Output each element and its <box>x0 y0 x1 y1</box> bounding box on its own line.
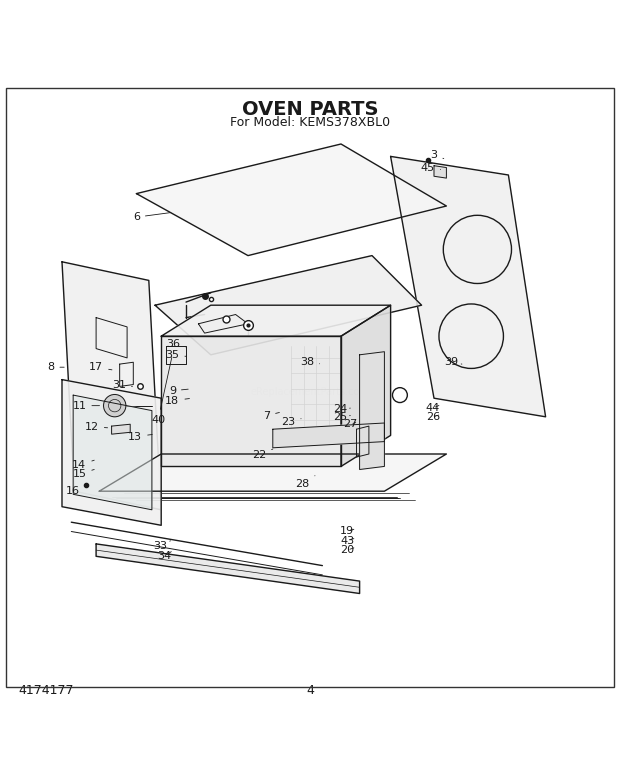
Text: 19: 19 <box>340 527 354 536</box>
Text: 25: 25 <box>333 412 350 422</box>
Text: 31: 31 <box>112 379 133 390</box>
Text: 24: 24 <box>333 405 350 415</box>
Text: 9: 9 <box>169 386 188 396</box>
Text: 18: 18 <box>166 396 190 405</box>
Text: 6: 6 <box>133 212 171 222</box>
Text: eReplacementParts.com: eReplacementParts.com <box>250 387 370 397</box>
Polygon shape <box>161 336 341 466</box>
Text: 40: 40 <box>151 358 172 425</box>
Polygon shape <box>96 544 360 593</box>
Text: OVEN PARTS: OVEN PARTS <box>242 100 378 119</box>
Text: 8: 8 <box>47 362 64 372</box>
Polygon shape <box>62 379 161 525</box>
Text: 38: 38 <box>300 358 320 367</box>
Polygon shape <box>73 395 152 510</box>
Polygon shape <box>99 454 446 492</box>
Text: 16: 16 <box>66 486 86 496</box>
Text: 4: 4 <box>306 684 314 697</box>
Text: 11: 11 <box>73 401 100 411</box>
Text: 17: 17 <box>89 362 112 372</box>
Text: 7: 7 <box>263 411 280 420</box>
Text: 36: 36 <box>167 339 187 349</box>
Polygon shape <box>341 305 391 466</box>
Text: 3: 3 <box>430 151 444 160</box>
Text: 26: 26 <box>426 412 440 422</box>
Polygon shape <box>136 144 446 256</box>
Text: 4174177: 4174177 <box>19 684 74 697</box>
Text: 33: 33 <box>153 541 170 550</box>
Text: 14: 14 <box>73 460 94 470</box>
Polygon shape <box>155 256 422 355</box>
Text: 22: 22 <box>252 449 273 460</box>
Text: 23: 23 <box>281 417 301 426</box>
Text: 39: 39 <box>445 358 462 367</box>
Polygon shape <box>434 165 446 178</box>
Circle shape <box>396 390 404 399</box>
Text: 45: 45 <box>421 162 441 172</box>
Text: 44: 44 <box>426 403 440 413</box>
Polygon shape <box>161 305 391 336</box>
Polygon shape <box>360 352 384 470</box>
Text: For Model: KEMS378XBL0: For Model: KEMS378XBL0 <box>230 116 390 129</box>
Text: 20: 20 <box>340 545 354 555</box>
Text: 28: 28 <box>296 476 315 488</box>
Polygon shape <box>62 262 161 510</box>
Text: 43: 43 <box>340 535 354 546</box>
Text: 35: 35 <box>166 350 187 360</box>
Polygon shape <box>112 424 130 434</box>
Text: 13: 13 <box>128 432 153 441</box>
Text: 15: 15 <box>73 469 94 479</box>
Text: 27: 27 <box>343 419 357 430</box>
Polygon shape <box>391 156 546 417</box>
Text: 12: 12 <box>85 422 108 432</box>
Polygon shape <box>198 314 248 333</box>
Text: 34: 34 <box>157 551 171 561</box>
Circle shape <box>104 394 126 417</box>
Polygon shape <box>273 423 384 448</box>
